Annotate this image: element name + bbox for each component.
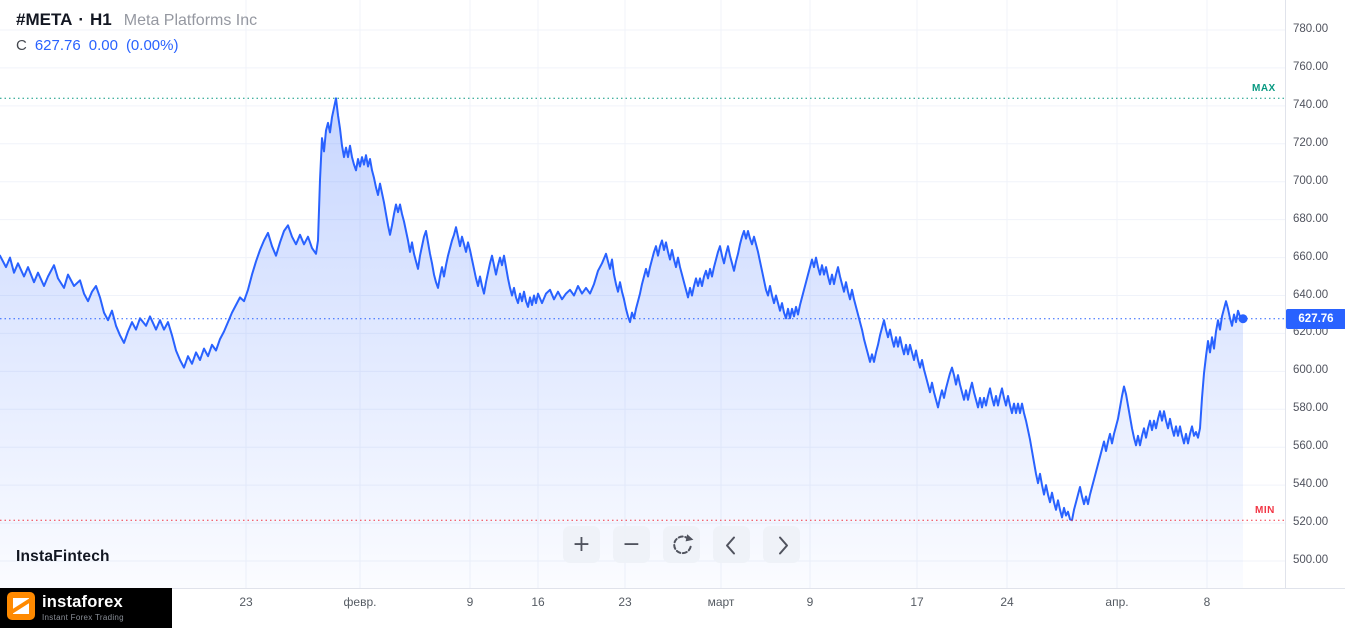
symbol-legend: #META · H1 Meta Platforms Inc C 627.76 0…: [16, 10, 257, 54]
scroll-left-button[interactable]: [713, 526, 750, 563]
price-axis-label: 720.00: [1293, 136, 1329, 149]
last-price-value: 627.76: [34, 37, 81, 54]
instaforex-logo-text: instaforex Instant Forex Trading: [42, 594, 124, 622]
price-axis-label: 580.00: [1293, 402, 1329, 415]
chevron-left-icon: [725, 536, 735, 554]
time-axis-label: 9: [806, 595, 814, 609]
reset-view-button[interactable]: [663, 526, 700, 563]
price-change-percent: (0.00%): [125, 37, 179, 54]
price-chart-pane[interactable]: [0, 0, 1285, 588]
price-axis[interactable]: 627.76 780.00 760.00 740.00 720.00 700.00 680…: [1285, 0, 1345, 588]
time-axis-label: 24: [1000, 595, 1014, 609]
time-axis-label: апр.: [1105, 595, 1129, 609]
price-axis-label: 520.00: [1293, 516, 1329, 529]
time-axis-label: 23: [618, 595, 632, 609]
time-axis-label: март: [707, 595, 735, 609]
price-line: [0, 97, 1244, 522]
instaforex-logo-icon: [7, 591, 35, 625]
price-axis-label: 540.00: [1293, 478, 1329, 491]
symbol-separator: ·: [78, 10, 85, 29]
zoom-in-button[interactable]: +: [563, 526, 600, 563]
min-marker-label: MIN: [1255, 505, 1275, 517]
price-axis-label: 640.00: [1293, 288, 1329, 301]
zoom-out-button[interactable]: −: [613, 526, 650, 563]
price-axis-label: 500.00: [1293, 554, 1329, 566]
max-marker-label: MAX: [1252, 83, 1276, 95]
time-axis-label: 16: [531, 595, 545, 609]
price-axis-label: 700.00: [1293, 174, 1329, 187]
brand-tagline: Instant Forex Trading: [42, 612, 124, 622]
reset-circular-arrow-icon: [672, 533, 693, 554]
close-prefix-label: C: [16, 37, 27, 54]
price-axis-label: 760.00: [1293, 60, 1329, 73]
time-axis[interactable]: 23 февр. 9 16 23 март 9 17 24 апр. 8: [0, 588, 1345, 628]
company-name: Meta Platforms Inc: [123, 12, 258, 29]
price-change-value: 0.00: [88, 37, 118, 54]
time-axis-label: 9: [466, 595, 474, 609]
price-axis-label: 660.00: [1293, 250, 1329, 263]
symbol-title-row: #META · H1 Meta Platforms Inc: [16, 10, 257, 30]
price-axis-label: 620.00: [1293, 326, 1329, 339]
time-axis-label: 23: [239, 595, 253, 609]
price-axis-label: 740.00: [1293, 98, 1329, 111]
last-price-dot: [1238, 314, 1248, 324]
price-axis-label: 780.00: [1293, 23, 1329, 35]
instafintech-watermark: InstaFintech: [16, 548, 110, 565]
quote-row: C 627.76 0.00 (0.00%): [16, 37, 257, 54]
timeframe-label[interactable]: H1: [90, 10, 112, 29]
price-axis-label: 560.00: [1293, 440, 1329, 453]
symbol-name[interactable]: #META: [16, 10, 73, 29]
time-axis-label: февр.: [343, 595, 377, 609]
instaforex-brand-bar: instaforex Instant Forex Trading: [0, 588, 172, 628]
chevron-right-icon: [778, 536, 788, 554]
scroll-right-button[interactable]: [763, 526, 800, 563]
time-axis-label: 8: [1203, 595, 1211, 609]
time-axis-label: 17: [910, 595, 924, 609]
price-area-fill: [0, 98, 1243, 588]
price-axis-label: 680.00: [1293, 212, 1329, 225]
brand-name: instaforex: [42, 593, 123, 612]
price-axis-label: 600.00: [1293, 364, 1329, 377]
current-price-badge: 627.76: [1286, 308, 1345, 329]
plus-icon: +: [572, 531, 591, 557]
minus-icon: −: [622, 531, 641, 557]
chart-toolbar: + −: [563, 526, 800, 563]
